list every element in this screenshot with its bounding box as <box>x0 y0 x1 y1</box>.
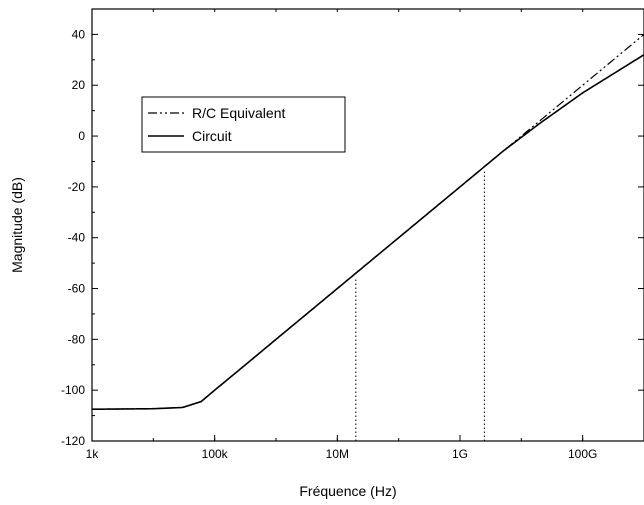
legend-label: Circuit <box>192 128 232 144</box>
series-line <box>92 54 644 411</box>
legend-label: R/C Equivalent <box>192 105 285 121</box>
x-axis: 1k 100k 10M 1G 100G <box>86 9 644 461</box>
legend: R/C Equivalent Circuit <box>141 96 346 153</box>
x-tick-label: 100k <box>202 447 229 461</box>
x-axis-title: Fréquence (Hz) <box>299 483 396 499</box>
y-tick-label: -120 <box>61 434 85 448</box>
y-tick-label: 20 <box>72 78 86 92</box>
legend-box <box>141 96 346 153</box>
y-tick-label: -60 <box>68 282 86 296</box>
y-tick-label: 0 <box>78 129 85 143</box>
x-tick-label: 100G <box>568 447 597 461</box>
series-line <box>92 33 644 410</box>
y-tick-label: -80 <box>68 332 86 346</box>
y-tick-label: -40 <box>68 231 86 245</box>
plot-frame <box>91 8 644 442</box>
x-tick-label: 1G <box>452 447 468 461</box>
x-tick-label: 1k <box>86 447 100 461</box>
y-tick-label: 40 <box>72 27 86 41</box>
plot-markers <box>355 171 485 441</box>
y-tick-label: -100 <box>61 383 85 397</box>
plot-curves <box>92 33 644 411</box>
y-axis: -120 -100 -80 -60 -40 -20 0 20 40 <box>61 27 644 448</box>
y-tick-label: -20 <box>68 180 86 194</box>
x-tick-label: 10M <box>326 447 349 461</box>
y-axis-title: Magnitude (dB) <box>9 177 25 273</box>
